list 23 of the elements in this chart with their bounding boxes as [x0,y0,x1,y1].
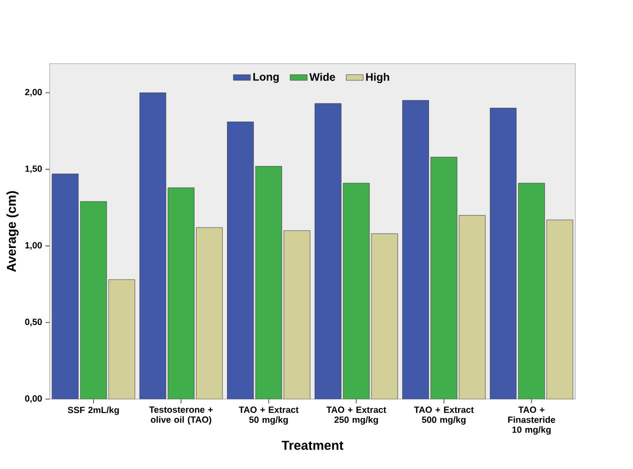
x-tick-label: SSF 2mL/kg [68,406,119,416]
x-tick-label: TAO + Extract 250 mg/kg [326,406,386,425]
bar [255,166,282,400]
y-tick-label: 2,00 [25,89,42,97]
y-axis-title: Average (cm) [6,191,19,272]
bar [430,157,458,400]
y-tick-label: 1,00 [25,242,42,250]
x-tick-label: Testosterone + olive oil (TAO) [149,406,213,425]
legend-label: High [366,73,390,84]
x-tick-label: TAO + Finasteride 10 mg/kg [508,406,556,435]
y-tick-label: 0,50 [25,318,42,327]
x-tick-label: TAO + Extract 500 mg/kg [414,406,474,425]
bar [80,201,107,400]
legend-label: Wide [309,73,336,82]
legend-label: Long [253,73,279,84]
bar [168,188,194,400]
x-axis-title: Treatment [282,441,344,450]
bar [52,174,79,400]
y-tick-label: 1,50 [25,166,42,174]
y-tick-label: 0,00 [25,395,42,404]
bar [342,183,370,400]
bar [518,183,545,400]
x-tick-label: TAO + Extract 50 mg/kg [238,406,299,425]
